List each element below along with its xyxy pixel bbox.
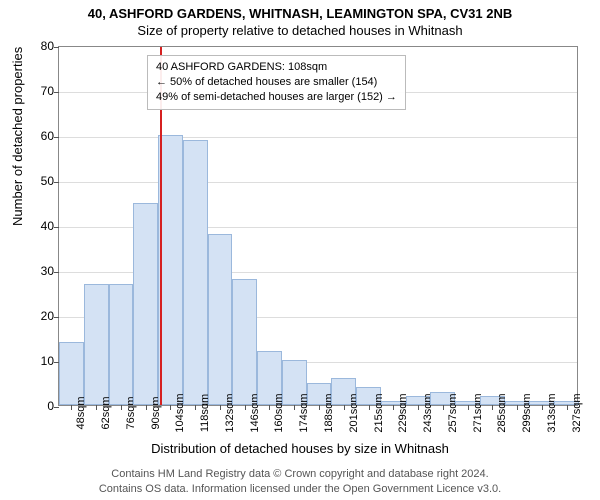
ytick-mark [54,182,59,183]
ytick-mark [54,317,59,318]
xtick-mark [468,405,469,410]
footer-line1: Contains HM Land Registry data © Crown c… [0,467,600,481]
ytick-mark [54,227,59,228]
gridline [59,137,577,138]
annotation-line1: 40 ASHFORD GARDENS: 108sqm [156,60,397,75]
xtick-mark [146,405,147,410]
histogram-bar [109,284,134,406]
ytick-label: 30 [24,264,54,278]
gridline [59,182,577,183]
xtick-mark [220,405,221,410]
annotation-box: 40 ASHFORD GARDENS: 108sqm← 50% of detac… [147,55,406,110]
ytick-label: 50 [24,174,54,188]
xtick-mark [195,405,196,410]
histogram-bar [208,234,233,405]
ytick-mark [54,47,59,48]
xtick-mark [245,405,246,410]
ytick-label: 70 [24,84,54,98]
xtick-mark [542,405,543,410]
footer-line2: Contains OS data. Information licensed u… [0,482,600,496]
xtick-mark [121,405,122,410]
chart-title-subtitle: Size of property relative to detached ho… [0,21,600,38]
xtick-mark [517,405,518,410]
ytick-mark [54,272,59,273]
xtick-mark [170,405,171,410]
ytick-label: 20 [24,309,54,323]
xtick-mark [71,405,72,410]
histogram-bar [84,284,109,406]
histogram-bar [183,140,208,406]
xtick-mark [96,405,97,410]
plot-region: 48sqm62sqm76sqm90sqm104sqm118sqm132sqm14… [58,46,578,406]
chart-title-address: 40, ASHFORD GARDENS, WHITNASH, LEAMINGTO… [0,0,600,21]
xtick-mark [344,405,345,410]
histogram-bar [133,203,158,406]
x-axis-label: Distribution of detached houses by size … [0,441,600,456]
ytick-mark [54,407,59,408]
ytick-label: 0 [24,399,54,413]
ytick-label: 80 [24,39,54,53]
footer-attribution: Contains HM Land Registry data © Crown c… [0,467,600,496]
annotation-line3: 49% of semi-detached houses are larger (… [156,90,397,105]
xtick-mark [269,405,270,410]
xtick-mark [418,405,419,410]
ytick-label: 60 [24,129,54,143]
ytick-mark [54,92,59,93]
xtick-mark [369,405,370,410]
xtick-mark [393,405,394,410]
y-axis-label: Number of detached properties [10,47,25,226]
xtick-mark [443,405,444,410]
annotation-line2: ← 50% of detached houses are smaller (15… [156,75,397,90]
ytick-mark [54,137,59,138]
chart-container: 40, ASHFORD GARDENS, WHITNASH, LEAMINGTO… [0,0,600,500]
xtick-mark [567,405,568,410]
histogram-bar [232,279,257,405]
chart-area: 48sqm62sqm76sqm90sqm104sqm118sqm132sqm14… [58,46,578,406]
ytick-label: 10 [24,354,54,368]
xtick-mark [294,405,295,410]
ytick-label: 40 [24,219,54,233]
xtick-mark [492,405,493,410]
xtick-mark [319,405,320,410]
